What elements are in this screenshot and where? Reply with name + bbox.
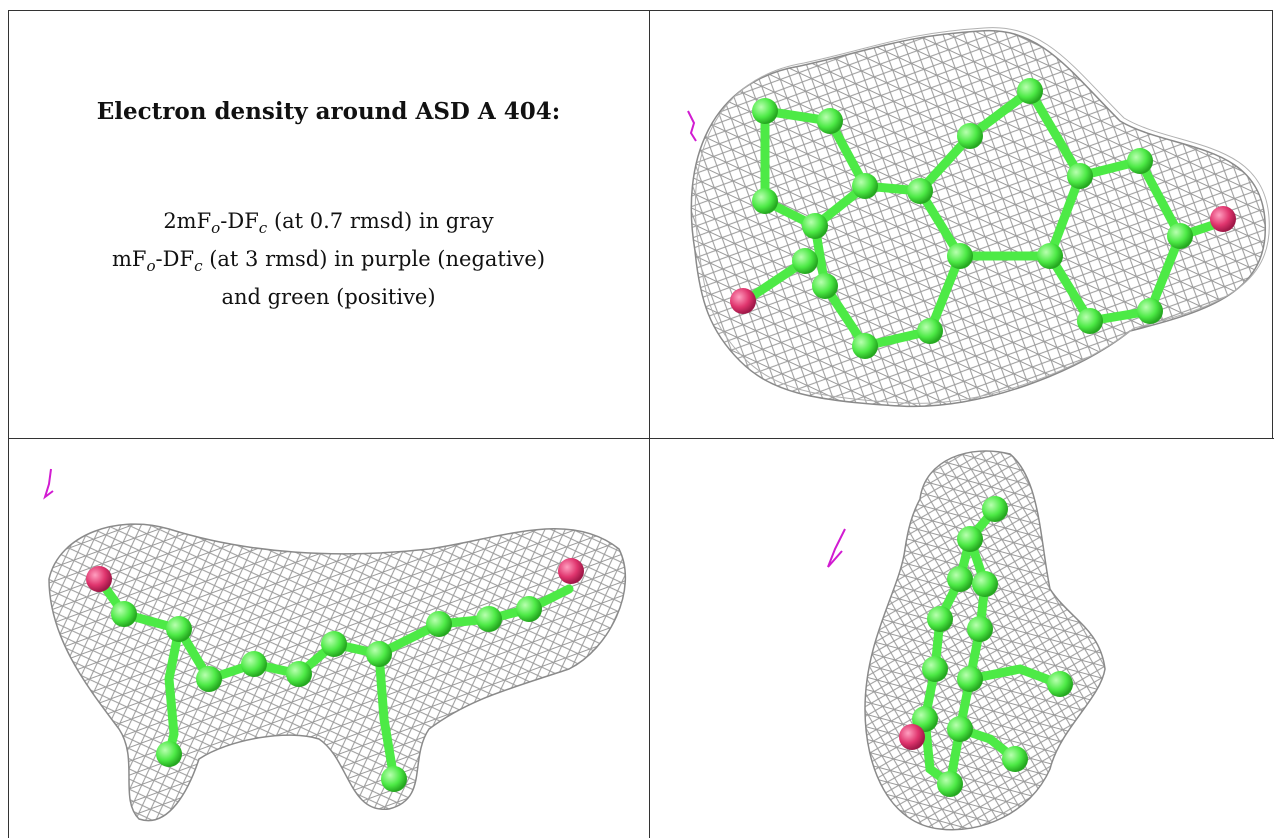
- density-image-end-view: [827, 450, 1106, 831]
- negative-density-blob: [687, 110, 697, 142]
- caption-legend: 2mFo-DFc (at 0.7 rmsd) in gray mFo-DFc (…: [8, 206, 649, 313]
- density-image-top-view: [687, 27, 1270, 408]
- mesh-envelope: [48, 523, 627, 822]
- oxygen-atom: [899, 724, 925, 750]
- legend-line-mfo: mFo-DFc (at 3 rmsd) in purple (negative): [111, 247, 546, 276]
- oxygen-atom: [1210, 206, 1236, 232]
- oxygen-atom: [730, 288, 756, 314]
- table-border-middle: [649, 10, 650, 838]
- table-border-left: [8, 10, 9, 838]
- caption-cell: Electron density around ASD A 404: 2mFo-…: [8, 10, 649, 438]
- table-border-right: [1272, 10, 1273, 438]
- oxygen-atom: [558, 558, 584, 584]
- table-border-top: [8, 10, 1273, 11]
- density-panel-side-view: [9, 439, 649, 838]
- caption-title: Electron density around ASD A 404:: [96, 98, 561, 125]
- table-border-mid: [8, 438, 1274, 439]
- carbon-atoms: [752, 78, 1193, 359]
- legend-line-positive: and green (positive): [221, 285, 436, 310]
- oxygen-atom: [86, 566, 112, 592]
- legend-line-2mfo: 2mFo-DFc (at 0.7 rmsd) in gray: [163, 209, 494, 238]
- density-panel-top-view: [650, 11, 1272, 438]
- density-panel-end-view: [650, 439, 1274, 838]
- negative-density-blob: [43, 468, 54, 500]
- density-image-side-view: [43, 468, 627, 822]
- figure-table: Electron density around ASD A 404: 2mFo-…: [8, 10, 1274, 838]
- carbon-atoms: [912, 496, 1073, 797]
- negative-density-blob: [827, 528, 846, 568]
- carbon-atoms: [111, 596, 542, 792]
- mesh-envelope: [690, 29, 1266, 408]
